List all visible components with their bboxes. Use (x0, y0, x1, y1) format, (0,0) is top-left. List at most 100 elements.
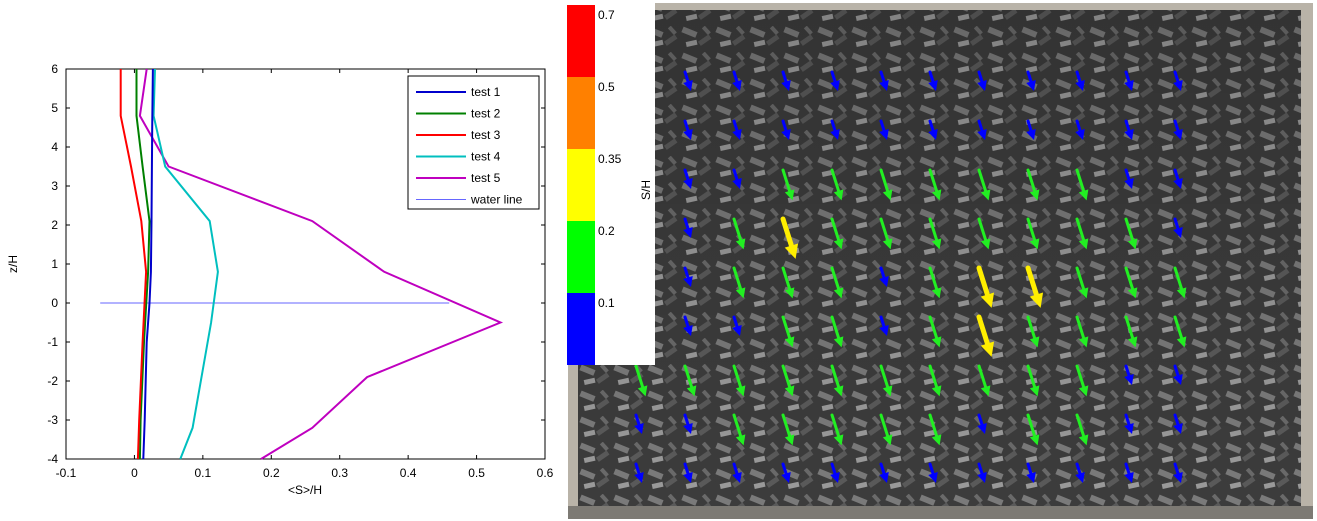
velocity-arrow (1173, 462, 1183, 483)
x-tick-label: 0.1 (195, 466, 212, 480)
velocity-arrow (781, 119, 791, 140)
y-axis-label: z/H (6, 255, 20, 273)
colorbar-tick-label: 0.35 (598, 152, 622, 166)
colorbar-tick-label: 0.2 (598, 224, 615, 238)
y-tick-label: 6 (51, 62, 58, 76)
velocity-arrow (1173, 413, 1183, 434)
velocity-arrow (977, 462, 987, 483)
velocity-arrow (879, 217, 893, 250)
velocity-arrow (683, 217, 693, 238)
velocity-arrow (732, 70, 742, 91)
velocity-arrow (683, 119, 693, 140)
velocity-arrow (830, 217, 844, 250)
velocity-arrow (977, 364, 991, 397)
piv-photo (568, 3, 1313, 519)
legend-entry: test 3 (471, 128, 501, 142)
series-line-test-3 (119, 69, 148, 460)
velocity-arrow (879, 266, 889, 287)
velocity-arrow (1026, 413, 1040, 446)
legend-entry: water line (470, 193, 523, 207)
y-tick-label: -3 (47, 413, 58, 427)
y-ticks: -4 -3 -2 -1 0 1 2 3 4 5 6 (47, 62, 545, 466)
velocity-arrow (683, 413, 693, 434)
velocity-arrow (732, 413, 746, 446)
legend: test 1 test 2 test 3 test 4 test 5 water line (407, 75, 540, 210)
series-line-test-1 (142, 68, 154, 460)
x-tick-label: 0.2 (263, 466, 280, 480)
velocity-arrow (1075, 413, 1089, 446)
velocity-arrow (1075, 168, 1089, 201)
velocity-arrow (1075, 119, 1085, 140)
colorbar-bin (567, 149, 595, 221)
colorbar-bin (567, 5, 595, 77)
velocity-arrow (879, 315, 889, 336)
velocity-arrow (830, 315, 844, 348)
legend-box (407, 75, 540, 210)
velocity-arrow (732, 217, 746, 250)
velocity-arrow (1075, 364, 1089, 397)
velocity-arrow (781, 462, 791, 483)
velocity-arrow (928, 217, 942, 250)
velocity-arrow (1124, 462, 1134, 483)
profile-plot: -0.1 0 0.1 0.2 0.3 0.4 0.5 0.6 -4-3-2-10123456 … (6, 62, 554, 497)
y-tick-label: -2 (47, 374, 58, 388)
velocity-arrow (634, 364, 648, 397)
x-ticks: -0.1 0 0.1 0.2 0.3 0.4 0.5 0.6 (56, 69, 554, 480)
y-tick-label: 4 (51, 140, 58, 154)
velocity-arrow (1026, 70, 1036, 91)
colorbar: 0.1 0.2 0.35 0.5 0.7 S/H (566, 0, 655, 365)
velocity-arrow (830, 266, 844, 299)
velocity-arrow (830, 413, 844, 446)
y-tick-label: -1 (47, 335, 58, 349)
x-tick-label: -0.1 (56, 466, 77, 480)
colorbar-tick-label: 0.5 (598, 80, 615, 94)
velocity-arrow (879, 70, 889, 91)
legend-entry: test 5 (471, 171, 501, 185)
velocity-arrow (928, 413, 942, 446)
velocity-arrow (634, 413, 644, 434)
velocity-arrow (1124, 315, 1138, 348)
velocity-arrow (976, 265, 995, 308)
colorbar-label: S/H (639, 180, 653, 200)
velocity-arrow (830, 168, 844, 201)
velocity-arrow (732, 119, 742, 140)
colorbar-bin (567, 293, 595, 365)
legend-entry: test 4 (471, 150, 501, 164)
velocity-arrow (683, 462, 693, 483)
velocity-arrow (1173, 266, 1187, 299)
velocity-arrow (732, 364, 746, 397)
velocity-arrow (977, 119, 987, 140)
x-tick-label: 0.5 (468, 466, 485, 480)
velocity-arrow (683, 168, 693, 189)
velocity-arrow (1075, 462, 1085, 483)
velocity-arrow (928, 168, 942, 201)
velocity-arrow (928, 70, 938, 91)
velocity-arrow (1075, 70, 1085, 91)
velocity-arrow (1173, 315, 1187, 348)
velocity-arrow (732, 462, 742, 483)
y-tick-label: 2 (51, 218, 58, 232)
velocity-arrow (1124, 70, 1134, 91)
x-tick-label: 0.4 (400, 466, 417, 480)
velocity-arrow (1026, 462, 1036, 483)
velocity-arrow (1075, 217, 1089, 250)
velocity-arrow (977, 217, 991, 250)
series-line-test-5 (138, 68, 504, 460)
x-tick-label: 0 (131, 466, 138, 480)
velocity-arrow (928, 119, 938, 140)
y-tick-label: 0 (51, 296, 58, 310)
velocity-arrow (1124, 266, 1138, 299)
velocity-arrow (683, 266, 693, 287)
y-tick-label: -4 (47, 452, 58, 466)
velocity-arrow (977, 413, 987, 434)
legend-entry: test 1 (471, 85, 501, 99)
velocity-arrow (1075, 266, 1089, 299)
series-line-test-4 (152, 68, 219, 460)
velocity-arrow (1124, 168, 1134, 189)
velocity-arrows (634, 70, 1187, 483)
velocity-arrow (1124, 364, 1134, 385)
series-lines (100, 68, 504, 460)
velocity-arrow (879, 364, 893, 397)
velocity-arrow (879, 462, 889, 483)
velocity-arrow (928, 266, 942, 299)
